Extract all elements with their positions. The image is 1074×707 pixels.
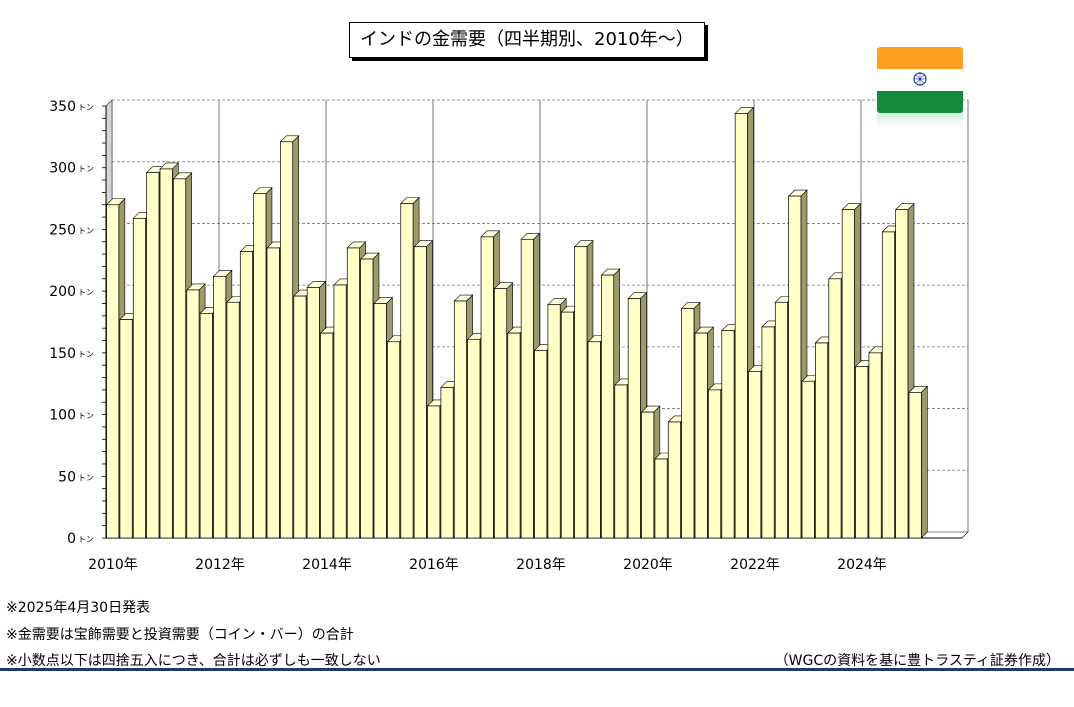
bar-front (320, 332, 334, 539)
bar-front (560, 311, 574, 539)
bar-front (146, 172, 160, 539)
y-tick-label: 350 (49, 99, 76, 115)
bar-front (828, 278, 842, 539)
bar-front (614, 384, 628, 539)
y-tick-unit: トン (78, 473, 94, 482)
y-tick-unit: トン (78, 535, 94, 544)
y-tick-label: 300 (49, 161, 76, 177)
bar-front (788, 195, 802, 539)
bar-front (106, 204, 120, 539)
india-flag-icon (877, 47, 963, 127)
bar (787, 189, 808, 539)
bar-front (681, 308, 695, 539)
bar-front (226, 301, 240, 539)
bar-front (413, 246, 427, 539)
bar-front (654, 458, 668, 539)
y-tick-unit: トン (78, 350, 94, 359)
bar-front (841, 209, 855, 539)
bar-front (494, 288, 508, 539)
y-tick-label: 100 (49, 408, 76, 424)
bar-front (159, 168, 173, 539)
bar-front (213, 275, 227, 539)
bar-front (734, 113, 748, 539)
bar-front (547, 304, 561, 539)
bar-front (440, 387, 454, 539)
bar-front (667, 421, 681, 539)
bar-front (721, 330, 735, 539)
bar-front (881, 231, 895, 539)
y-tick-unit: トン (78, 288, 94, 297)
bar (908, 385, 929, 539)
bar-front (453, 300, 467, 539)
bar-front (587, 341, 601, 539)
x-tick-label: 2024年 (837, 557, 887, 573)
source-credit: （WGCの資料を基に豊トラスティ証券作成） (774, 653, 1060, 669)
bar-front (266, 247, 280, 539)
y-tick-unit: トン (78, 226, 94, 235)
y-tick-label: 200 (49, 284, 76, 300)
bar-front (855, 366, 869, 539)
x-tick-label: 2016年 (409, 557, 459, 573)
x-tick-label: 2010年 (88, 557, 138, 573)
bar-front (427, 405, 441, 539)
bar-front (574, 246, 588, 539)
y-tick-label: 250 (49, 222, 76, 238)
y-tick-unit: トン (78, 103, 94, 112)
bar-front (708, 389, 722, 539)
bar-front (467, 338, 481, 539)
bar-front (173, 178, 187, 539)
bar-front (360, 258, 374, 539)
bar-front (346, 247, 360, 539)
bar-front (895, 209, 909, 539)
y-tick-label: 0 (67, 531, 76, 547)
bar-front (694, 332, 708, 539)
bar-front (868, 352, 882, 539)
note-rounding: ※小数点以下は四捨五入につき、合計は必ずしも一致しない (6, 653, 381, 669)
bar-front (306, 287, 320, 539)
y-tick-label: 150 (49, 346, 76, 362)
bar-front (333, 284, 347, 539)
bar-front (186, 289, 200, 539)
note-release-date: ※2025年4月30日発表 (6, 600, 151, 616)
bar-front (400, 203, 414, 539)
bar-front (132, 217, 146, 539)
y-tick-unit: トン (78, 165, 94, 174)
bar-front (520, 238, 534, 539)
bar-front (199, 313, 213, 539)
bar-front (253, 193, 267, 539)
bar-front (239, 251, 253, 539)
bar-front (761, 326, 775, 539)
bar-front (801, 380, 815, 539)
x-tick-label: 2014年 (302, 557, 352, 573)
y-tick-label: 50 (58, 469, 76, 485)
bar-front (119, 319, 133, 539)
bar-front (373, 303, 387, 539)
bar-front (815, 342, 829, 539)
bar-front (908, 392, 922, 539)
bar-front (641, 411, 655, 539)
x-tick-label: 2020年 (623, 557, 673, 573)
bar-front (627, 298, 641, 539)
bar-front (387, 341, 401, 539)
x-tick-label: 2022年 (730, 557, 780, 573)
bar-side (921, 385, 928, 539)
x-tick-label: 2018年 (516, 557, 566, 573)
y-tick-unit: トン (78, 412, 94, 421)
bar-front (480, 236, 494, 539)
bar-front (534, 350, 548, 539)
bar-front (774, 301, 788, 539)
bar-front (601, 274, 615, 539)
footer-divider (0, 668, 1074, 671)
ashoka-chakra-icon (913, 72, 927, 86)
chart-title: インドの金需要（四半期別、2010年～） (349, 22, 705, 58)
x-tick-label: 2012年 (195, 557, 245, 573)
bar-front (280, 141, 294, 539)
bar-front (748, 371, 762, 539)
bar-front (507, 332, 521, 539)
note-definition: ※金需要は宝飾需要と投資需要（コイン・バー）の合計 (6, 627, 354, 643)
bar-front (293, 295, 307, 539)
